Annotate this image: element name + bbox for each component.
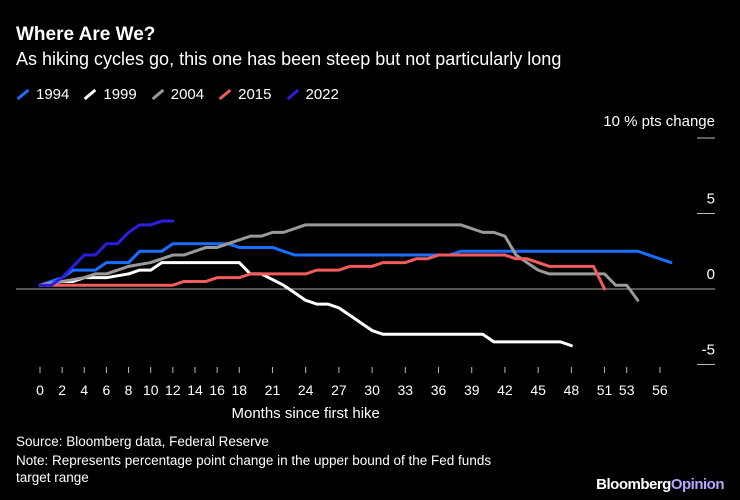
x-tick-label: 2 (58, 382, 66, 398)
legend-label: 2004 (170, 86, 205, 103)
legend-item-2015: 2015 (218, 86, 272, 103)
x-tick-label: 24 (298, 382, 314, 398)
chart-subtitle: As hiking cycles go, this one has been s… (16, 49, 562, 69)
x-tick-label: 10 (143, 382, 159, 398)
legend-label: 2022 (305, 86, 339, 103)
x-tick-label: 4 (80, 382, 88, 398)
x-tick-label: 8 (125, 382, 133, 398)
x-tick-label: 45 (530, 382, 546, 398)
x-tick-label: 18 (231, 382, 247, 398)
footnote: Note: Represents percentage point change… (16, 453, 492, 468)
legend-item-1994: 1994 (16, 86, 69, 103)
y-tick-label: 0 (707, 266, 715, 283)
x-tick-label: 33 (398, 382, 414, 398)
x-tick-label: 39 (464, 382, 480, 398)
x-tick-label: 48 (564, 382, 580, 398)
series-line-1999 (38, 261, 573, 348)
legend: 1994 1999 2004 2015 2022 (16, 86, 339, 103)
x-tick-label: 21 (265, 382, 281, 398)
x-tick-label: 12 (165, 382, 181, 398)
x-tick-label: 42 (497, 382, 513, 398)
source-note: Source: Bloomberg data, Federal Reserve (16, 434, 269, 449)
chart-title: Where Are We? (16, 24, 156, 45)
footnote-cont: target range (16, 470, 89, 485)
x-tick-label: 30 (364, 382, 380, 398)
legend-label: 1999 (103, 86, 137, 103)
x-tick-label: 36 (431, 382, 447, 398)
legend-item-2022: 2022 (286, 86, 339, 103)
x-axis-label: Months since first hike (231, 405, 379, 422)
series-line-1994 (38, 242, 673, 287)
series-line-2022 (38, 219, 175, 287)
logo-opinion: Opinion (670, 476, 725, 493)
x-tick-label: 56 (652, 382, 668, 398)
legend-label: 1994 (36, 86, 70, 103)
x-tick-label: 6 (103, 382, 111, 398)
x-tick-label: 0 (36, 382, 44, 398)
y-tick-label: 10 % pts change (603, 113, 715, 130)
y-tick-label: 5 (707, 191, 715, 208)
series-line-2015 (38, 253, 607, 291)
series-line-2004 (38, 223, 640, 302)
logo-bloomberg: Bloomberg (596, 476, 671, 493)
x-tick-label: 27 (331, 382, 347, 398)
x-tick-label: 16 (209, 382, 225, 398)
legend-item-2004: 2004 (151, 86, 204, 103)
bloomberg-opinion-logo: BloombergOpinion (596, 476, 724, 493)
x-tick-label: 51 (597, 382, 613, 398)
legend-label: 2015 (238, 86, 272, 103)
x-tick-label: 14 (187, 382, 203, 398)
x-tick-label: 53 (619, 382, 635, 398)
y-tick-label: -5 (702, 342, 715, 359)
legend-item-1999: 1999 (83, 86, 137, 103)
